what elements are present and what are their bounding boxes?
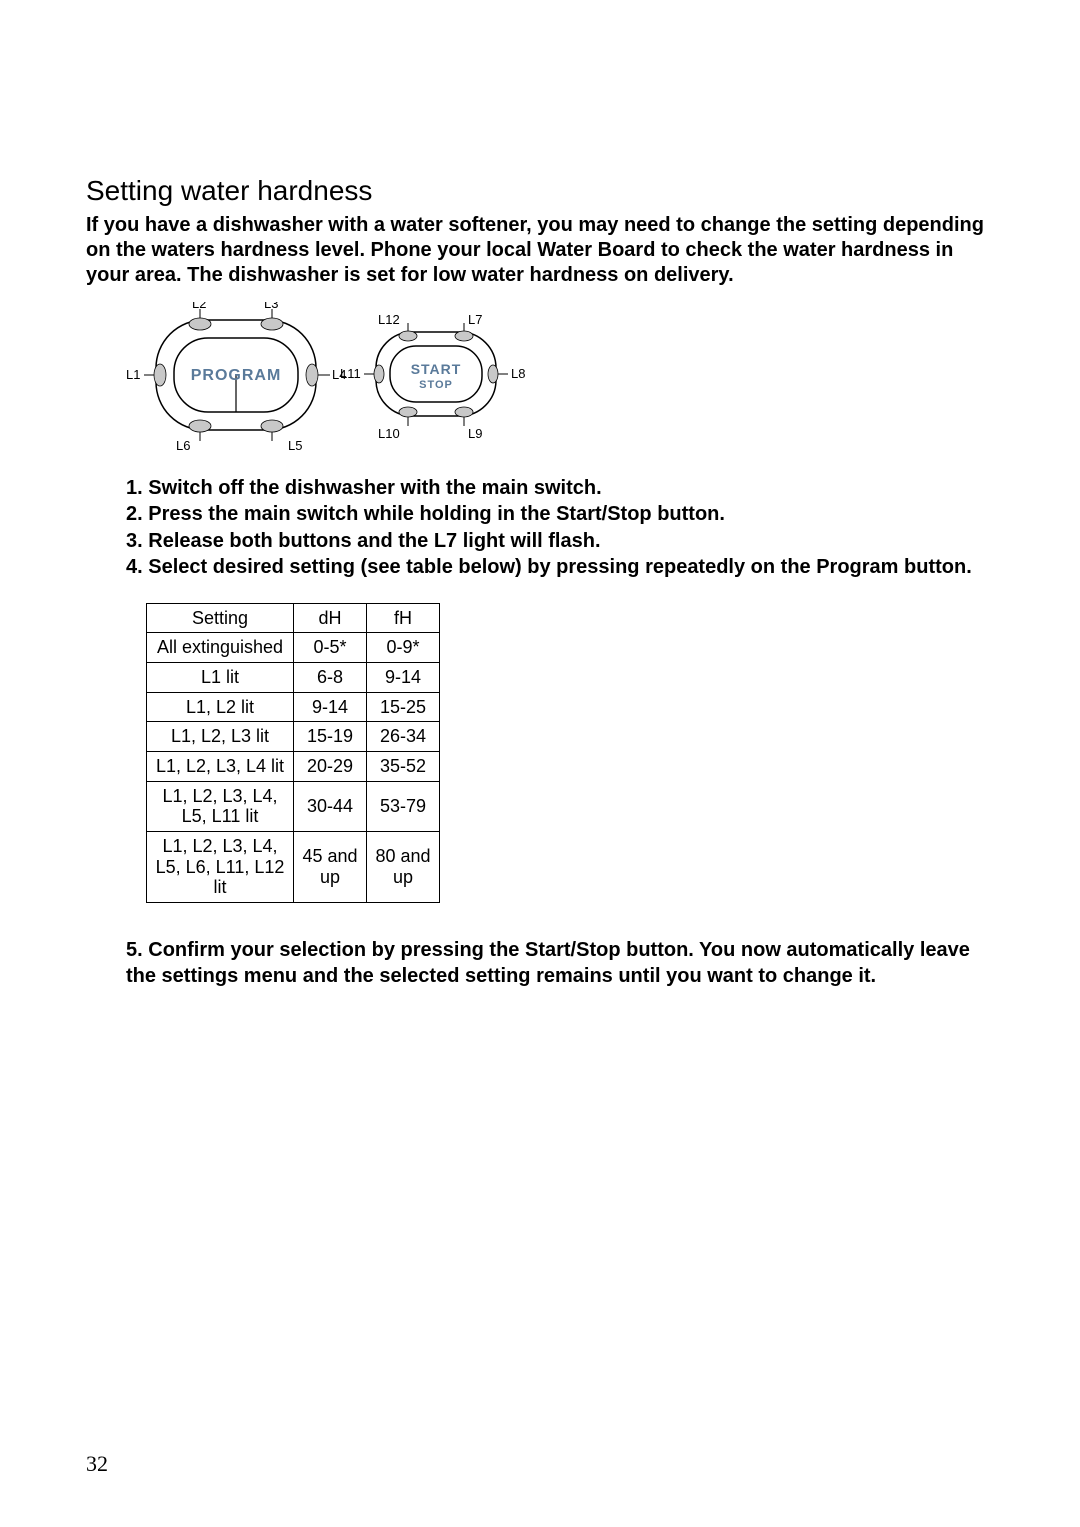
page-content: Setting water hardness If you have a dis… — [86, 175, 994, 989]
table-row: L1 lit 6-8 9-14 — [147, 662, 440, 692]
cell-fh: 80 and up — [367, 832, 440, 903]
section-heading: Setting water hardness — [86, 175, 994, 207]
hardness-table: Setting dH fH All extinguished 0-5* 0-9*… — [146, 603, 440, 904]
led-label-l3: L3 — [264, 302, 278, 311]
step-1: 1. Switch off the dishwasher with the ma… — [126, 475, 994, 501]
step-text: Switch off the dishwasher with the main … — [148, 477, 601, 499]
step-number: 1. — [126, 477, 143, 499]
cell-fh: 9-14 — [367, 662, 440, 692]
program-label: PROGRAM — [191, 367, 282, 384]
control-panel-diagram: PROGRAM L2 L3 L1 L4 — [116, 302, 994, 457]
step-number: 3. — [126, 530, 143, 552]
step-3: 3. Release both buttons and the L7 light… — [126, 528, 994, 554]
col-setting: Setting — [147, 603, 294, 633]
step-number: 5. — [126, 939, 143, 961]
cell-dh: 0-5* — [294, 633, 367, 663]
led-label-l8: L8 — [511, 366, 525, 381]
program-button-diagram: PROGRAM L2 L3 L1 L4 — [126, 302, 346, 452]
cell-setting: L1, L2 lit — [147, 692, 294, 722]
cell-setting: L1, L2, L3, L4, L5, L6, L11, L12 lit — [147, 832, 294, 903]
cell-fh: 53-79 — [367, 781, 440, 831]
cell-fh: 26-34 — [367, 722, 440, 752]
table-row: L1, L2, L3, L4, L5, L6, L11, L12 lit 45 … — [147, 832, 440, 903]
step-text: Confirm your selection by pressing the S… — [126, 939, 970, 987]
table-header-row: Setting dH fH — [147, 603, 440, 633]
cell-setting: All extinguished — [147, 633, 294, 663]
led-label-l6: L6 — [176, 438, 190, 452]
cell-dh: 45 and up — [294, 832, 367, 903]
cell-setting: L1 lit — [147, 662, 294, 692]
step-number: 4. — [126, 556, 143, 578]
step-5: 5. Confirm your selection by pressing th… — [126, 937, 994, 989]
table-row: L1, L2, L3, L4, L5, L11 lit 30-44 53-79 — [147, 781, 440, 831]
cell-dh: 9-14 — [294, 692, 367, 722]
led-label-l12: L12 — [378, 312, 400, 327]
cell-setting: L1, L2, L3, L4 lit — [147, 752, 294, 782]
table-row: All extinguished 0-5* 0-9* — [147, 633, 440, 663]
led-label-l11: L11 — [340, 366, 361, 381]
table-row: L1, L2 lit 9-14 15-25 — [147, 692, 440, 722]
led-label-l2: L2 — [192, 302, 206, 311]
start-label: START — [411, 361, 462, 377]
intro-paragraph: If you have a dishwasher with a water so… — [86, 213, 994, 288]
cell-dh: 6-8 — [294, 662, 367, 692]
step-4: 4. Select desired setting (see table bel… — [126, 554, 994, 580]
table-row: L1, L2, L3, L4 lit 20-29 35-52 — [147, 752, 440, 782]
stop-label: STOP — [419, 379, 453, 391]
led-label-l7: L7 — [468, 312, 482, 327]
col-fh: fH — [367, 603, 440, 633]
cell-dh: 20-29 — [294, 752, 367, 782]
table-row: L1, L2, L3 lit 15-19 26-34 — [147, 722, 440, 752]
cell-setting: L1, L2, L3, L4, L5, L11 lit — [147, 781, 294, 831]
step-text: Release both buttons and the L7 light wi… — [148, 530, 600, 552]
led-label-l9: L9 — [468, 426, 482, 441]
cell-setting: L1, L2, L3 lit — [147, 722, 294, 752]
step-text: Press the main switch while holding in t… — [148, 503, 725, 525]
col-dh: dH — [294, 603, 367, 633]
step-number: 2. — [126, 503, 143, 525]
cell-dh: 15-19 — [294, 722, 367, 752]
start-stop-button-diagram: START STOP L12 L7 L11 L8 — [340, 312, 525, 441]
led-label-l1: L1 — [126, 367, 140, 382]
step-2: 2. Press the main switch while holding i… — [126, 501, 994, 527]
cell-fh: 35-52 — [367, 752, 440, 782]
step-text: Select desired setting (see table below)… — [148, 556, 972, 578]
cell-fh: 15-25 — [367, 692, 440, 722]
cell-dh: 30-44 — [294, 781, 367, 831]
steps-list: 1. Switch off the dishwasher with the ma… — [126, 475, 994, 581]
page-number: 32 — [86, 1451, 108, 1477]
led-label-l5: L5 — [288, 438, 302, 452]
cell-fh: 0-9* — [367, 633, 440, 663]
led-label-l10: L10 — [378, 426, 400, 441]
